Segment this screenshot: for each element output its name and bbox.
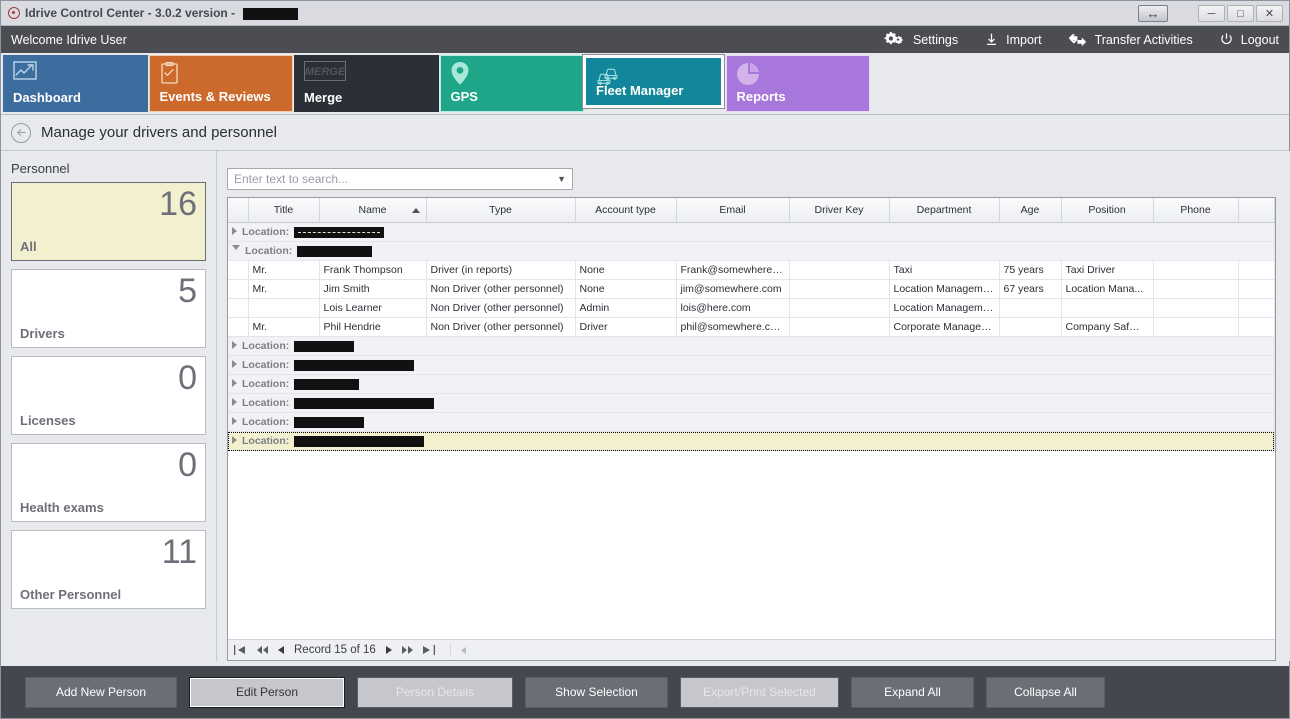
svg-text:MERGE: MERGE — [305, 66, 346, 78]
